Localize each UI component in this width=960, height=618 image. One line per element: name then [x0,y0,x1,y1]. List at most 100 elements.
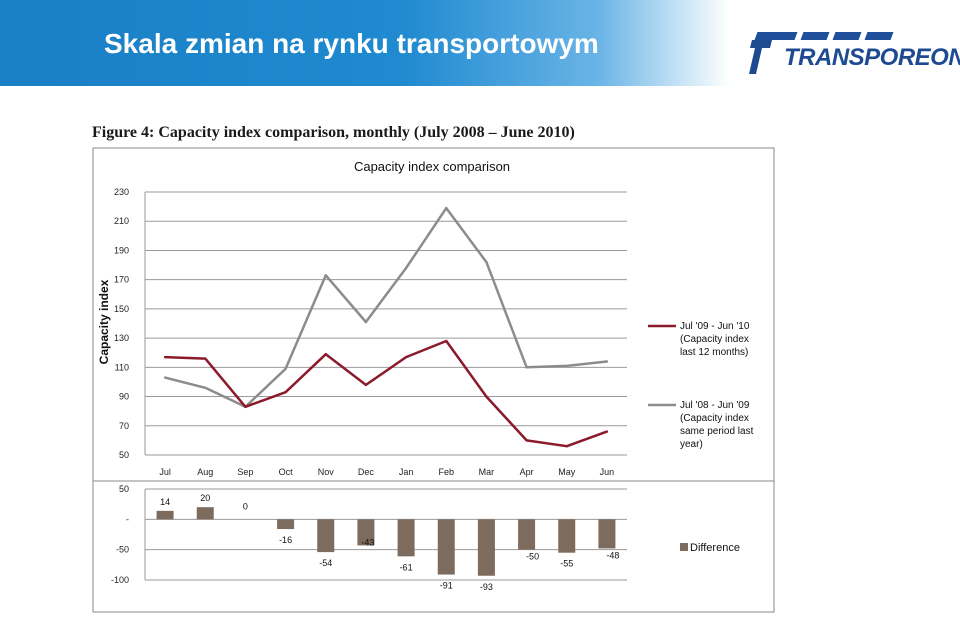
line-data-point [565,445,568,448]
line-y-tick-label: 150 [114,304,129,314]
line-data-point [204,386,207,389]
line-x-tick-label: Dec [358,467,375,477]
bar-data-label: 20 [200,493,210,503]
bar-chart-data-labels: 14 20 0 -16 -54 -43 -61 -91 -93 -50 -55 -48 [160,493,619,592]
line-data-point [565,364,568,368]
line-x-tick-label: Mar [479,467,495,477]
line-data-point [605,430,609,433]
line-data-point [485,395,488,398]
transporeon-logo: TRANSPOREON [748,32,960,74]
difference-bar [397,519,415,557]
bar-chart-bars [156,507,616,576]
line-x-tick-label: Feb [438,467,454,477]
line-chart-title: Capacity index comparison [354,159,510,174]
difference-bar [477,519,495,576]
legend-label: (Capacity index [680,413,749,424]
page-title: Skala zmian na rynku transportowym [104,28,599,59]
legend-swatch [680,543,688,551]
line-y-tick-label: 90 [119,392,129,402]
line-x-tick-label: Sep [237,467,253,477]
legend-label: Jul '09 - Jun '10 [680,321,750,332]
legend-label: year) [680,439,703,450]
difference-bar [357,519,375,546]
bar-y-tick-label: -100 [111,575,129,585]
difference-bar [156,510,174,520]
line-data-point [404,355,408,359]
bar-data-label: -16 [279,535,292,545]
difference-bar [277,519,295,530]
legend-label: Jul '08 - Jun '09 [680,400,750,411]
logo-t-icon [749,40,772,74]
line-data-point [445,206,448,210]
header-banner: Skala zmian na rynku transportowym TRANS… [0,0,960,86]
line-x-tick-label: Oct [279,467,294,477]
bar-chart-y-ticks: 50 - -50 -100 [111,484,129,585]
bar-data-label: 0 [243,501,248,511]
line-y-tick-label: 230 [114,187,129,197]
line-y-tick-label: 50 [119,450,129,460]
line-y-tick-label: 110 [115,362,129,372]
line-y-tick-label: 70 [119,421,129,431]
line-data-point [284,367,287,370]
line-data-point [445,339,448,343]
line-data-point [364,383,368,387]
difference-bar [196,507,214,520]
line-data-point [163,355,167,359]
bar-data-label: -91 [440,581,453,591]
line-x-tick-label: Nov [318,467,335,477]
banner-gradient [0,0,730,86]
difference-bar [558,519,576,553]
difference-bar [437,519,455,575]
line-chart-y-ticks: 50 70 90 110 130 150 170 190 210 230 [114,187,129,460]
line-data-point [284,390,287,394]
line-data-point [485,260,488,264]
line-data-point [324,352,327,356]
line-y-tick-label: 190 [114,245,129,255]
line-y-tick-label: 130 [114,333,129,343]
line-x-tick-label: Jun [600,467,615,477]
line-x-tick-label: Jul [159,467,171,477]
line-data-point [404,266,408,270]
line-data-point [605,360,609,363]
line-chart-x-ticks: Jul Aug Sep Oct Nov Dec Jan Feb Mar Apr May Jun [159,467,614,477]
line-series-path [164,206,608,409]
y-axis-title: Capacity index [97,279,111,364]
difference-bar [317,519,335,553]
line-x-tick-label: Jan [399,467,414,477]
bar-data-label: -48 [606,550,619,560]
bar-data-label: -43 [361,537,374,547]
bar-data-label: -55 [560,559,573,569]
bar-data-label: -54 [319,558,332,568]
legend-label: (Capacity index [680,334,749,345]
legend-label: last 12 months) [680,347,748,358]
legend-label: same period last [680,426,754,437]
line-x-tick-label: May [558,467,576,477]
line-data-point [525,439,528,442]
line-data-point [364,320,368,324]
line-chart-grid [144,191,627,456]
bar-data-label: -50 [526,552,539,562]
bar-data-label: -93 [480,582,493,592]
bar-y-tick-label: -50 [116,545,129,555]
difference-bar [598,519,616,549]
bar-chart-legend: Difference [680,542,740,554]
bar-data-label: -61 [400,562,413,572]
bar-data-label: 14 [160,497,170,507]
line-data-point [324,274,327,277]
line-chart-legend: Jul '09 - Jun '10 (Capacity index last 12 … [648,321,754,450]
bar-chart-grid [144,488,627,581]
bar-y-tick-label: 50 [119,484,129,494]
line-chart-series [163,206,609,448]
line-data-point [525,366,528,369]
line-data-point [244,405,247,408]
line-y-tick-label: 210 [114,216,129,226]
line-x-tick-label: Aug [197,467,213,477]
logo-text: TRANSPOREON [784,44,960,71]
line-data-point [204,357,207,360]
line-data-point [163,376,167,379]
line-y-tick-label: 170 [114,275,129,285]
line-x-tick-label: Apr [520,467,534,477]
figure-caption: Figure 4: Capacity index comparison, mon… [92,124,575,141]
bar-y-tick-label: - [126,514,129,524]
